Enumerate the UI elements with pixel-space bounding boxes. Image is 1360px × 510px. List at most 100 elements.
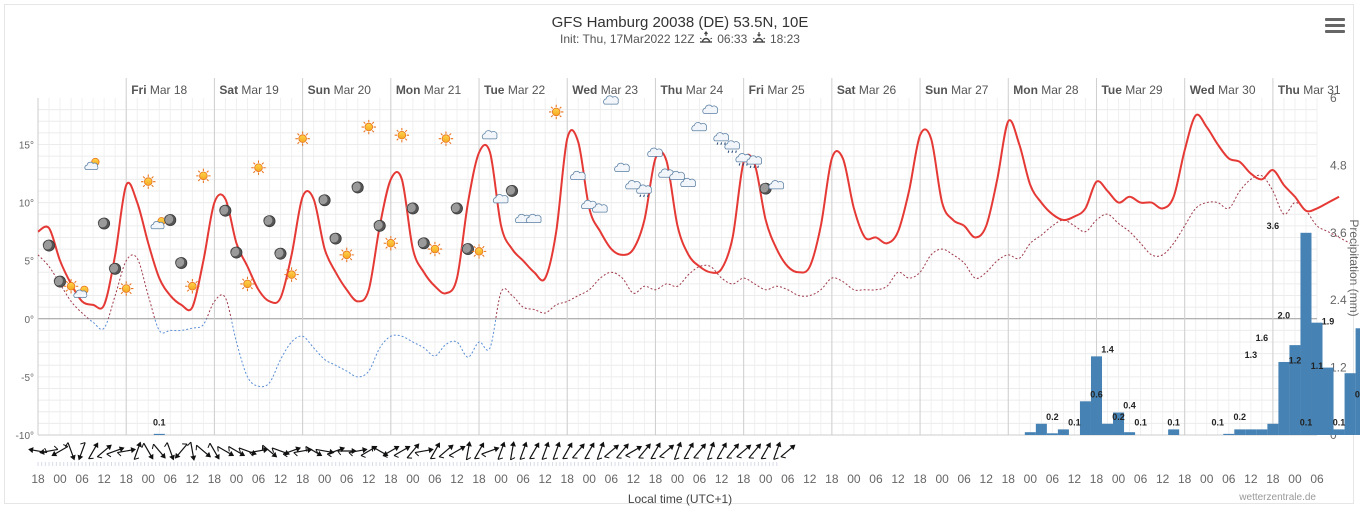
x-tick-label: 12 bbox=[1244, 472, 1258, 486]
wind-arrow-icon bbox=[151, 443, 166, 459]
wind-arrow-icon bbox=[406, 443, 420, 459]
x-tick-label: 00 bbox=[935, 472, 949, 486]
precipitation-label: 0.1 bbox=[1333, 417, 1346, 427]
precipitation-label: 0.1 bbox=[1167, 417, 1180, 427]
wind-arrow-icon bbox=[448, 445, 466, 458]
context-menu-icon[interactable] bbox=[1325, 18, 1345, 34]
x-tick-label: 12 bbox=[803, 472, 817, 486]
x-tick-label: 18 bbox=[208, 472, 222, 486]
date-label: Sat Mar 19 bbox=[219, 83, 279, 97]
precipitation-bar bbox=[1333, 429, 1345, 435]
wind-arrow-icon bbox=[541, 441, 550, 460]
wind-arrow-icon bbox=[360, 445, 378, 458]
sun-icon bbox=[360, 119, 377, 135]
x-axis-title: Local time (UTC+1) bbox=[627, 492, 733, 506]
precipitation-bar bbox=[1079, 401, 1091, 435]
x-tick-label: 06 bbox=[516, 472, 530, 486]
sun-icon bbox=[63, 278, 79, 295]
precipitation-bar bbox=[1256, 429, 1268, 435]
moon-icon bbox=[417, 237, 430, 250]
x-tick-label: 06 bbox=[340, 472, 354, 486]
x-tick-label: 12 bbox=[1068, 472, 1082, 486]
sunrise-icon bbox=[699, 31, 713, 43]
x-tick-label: 00 bbox=[1200, 472, 1214, 486]
cloud-icon bbox=[768, 180, 785, 190]
wind-arrow-icon bbox=[106, 446, 125, 458]
date-label: Thu Mar 31 bbox=[1278, 83, 1341, 97]
x-tick-label: 12 bbox=[1156, 472, 1170, 486]
wind-arrow-icon bbox=[238, 447, 257, 456]
x-tick-label: 18 bbox=[737, 472, 751, 486]
wind-arrow-icon bbox=[650, 442, 661, 460]
precipitation-label: 1.6 bbox=[1256, 333, 1269, 343]
date-label: Sun Mar 20 bbox=[308, 83, 372, 97]
wind-arrow-icon bbox=[481, 446, 500, 458]
wind-arrow-icon bbox=[228, 445, 246, 457]
x-tick-label: 18 bbox=[649, 472, 663, 486]
y-tick-label: 5° bbox=[24, 257, 34, 268]
moon-icon bbox=[262, 215, 276, 228]
date-label: Wed Mar 30 bbox=[1190, 83, 1256, 97]
moon-icon bbox=[373, 219, 386, 232]
wind-arrow-icon bbox=[497, 441, 506, 460]
x-tick-label: 06 bbox=[1310, 472, 1324, 486]
x-tick-label: 12 bbox=[539, 472, 553, 486]
wind-arrow-icon bbox=[572, 443, 585, 459]
x-tick-label: 06 bbox=[1222, 472, 1236, 486]
precipitation-bar bbox=[1245, 429, 1257, 435]
y2-tick-label: 1.2 bbox=[1330, 361, 1347, 375]
precipitation-label: 0.2 bbox=[1234, 412, 1247, 422]
precipitation-label: 0.1 bbox=[1300, 417, 1313, 427]
precipitation-bar bbox=[1344, 373, 1356, 435]
sun-icon bbox=[294, 130, 311, 147]
cloud-icon bbox=[569, 170, 586, 181]
wind-arrow-icon bbox=[305, 445, 323, 457]
dewpoint-line bbox=[37, 174, 1351, 319]
cloud-icon bbox=[625, 180, 641, 190]
wind-arrow-icon bbox=[28, 447, 48, 454]
precipitation-bar bbox=[1101, 423, 1114, 435]
x-tick-label: 18 bbox=[296, 472, 310, 486]
x-tick-label: 12 bbox=[362, 472, 376, 486]
y-tick-label: -5° bbox=[21, 373, 34, 384]
wind-arrow-icon bbox=[465, 441, 472, 461]
wind-arrow-icon bbox=[187, 441, 197, 461]
wind-arrow-icon bbox=[706, 441, 716, 460]
sunrise-time: 06:33 bbox=[717, 32, 748, 46]
wind-arrow-icon bbox=[693, 443, 706, 459]
wind-arrow-icon bbox=[509, 441, 516, 461]
date-label: Thu Mar 24 bbox=[660, 83, 723, 97]
wind-arrow-icon bbox=[760, 442, 771, 460]
moon-icon bbox=[273, 247, 287, 260]
x-tick-label: 18 bbox=[561, 472, 575, 486]
wind-arrow-icon bbox=[596, 441, 605, 460]
precipitation-label: 0.2 bbox=[1046, 412, 1059, 422]
rain-cloud-icon bbox=[713, 132, 730, 146]
sun-icon bbox=[394, 127, 410, 143]
wind-arrow-icon bbox=[217, 445, 235, 457]
cloud-icon bbox=[702, 104, 719, 114]
wind-arrow-icon bbox=[748, 443, 762, 459]
x-tick-label: 18 bbox=[472, 472, 486, 486]
precipitation-label: 0.6 bbox=[1090, 389, 1103, 399]
moon-icon bbox=[328, 232, 342, 245]
cloud-icon bbox=[647, 147, 663, 157]
wind-arrow-icon bbox=[207, 442, 220, 460]
wind-arrow-icon bbox=[77, 442, 86, 461]
wind-arrow-icon bbox=[716, 442, 727, 460]
x-tick-label: 18 bbox=[384, 472, 398, 486]
precipitation-bar bbox=[1057, 429, 1069, 435]
x-tick-label: 00 bbox=[671, 472, 685, 486]
wind-arrow-icon bbox=[195, 444, 212, 458]
precipitation-label: 0.1 bbox=[1134, 417, 1147, 427]
sun-icon bbox=[338, 247, 355, 263]
sun-icon bbox=[239, 276, 256, 292]
x-tick-label: 00 bbox=[847, 472, 861, 486]
wind-arrow-icon bbox=[625, 445, 643, 458]
wind-arrow-icon bbox=[348, 447, 368, 457]
x-tick-label: 00 bbox=[142, 472, 156, 486]
moon-icon bbox=[174, 257, 188, 269]
wind-arrow-icon bbox=[249, 447, 269, 457]
precipitation-bar bbox=[1311, 322, 1323, 435]
wind-arrow-icon bbox=[429, 442, 441, 460]
